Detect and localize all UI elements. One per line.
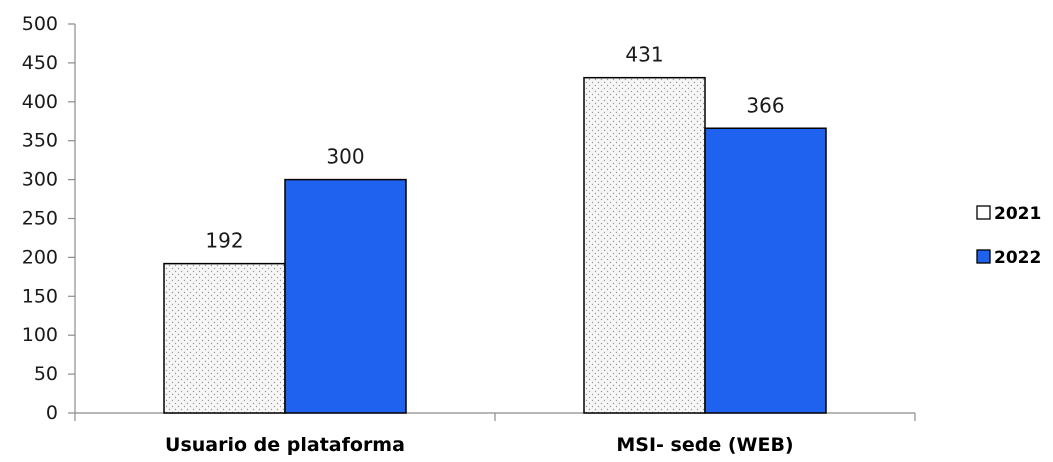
y-tick-label: 450: [22, 52, 58, 74]
x-category-label: Usuario de plataforma: [165, 434, 405, 456]
y-axis: 0 50 100 150 200 250 300 350 400 450 500: [22, 13, 76, 424]
bar-2022-1: [284, 178, 407, 414]
data-label: 366: [746, 93, 784, 117]
legend: 2021 2022: [976, 204, 1041, 268]
legend-label-2022: 2022: [994, 248, 1041, 268]
legend-swatch-2022: [976, 249, 991, 264]
y-tick-label: 150: [22, 285, 58, 307]
x-category-label: MSI- sede (WEB): [616, 434, 793, 456]
y-tick-label: 350: [22, 130, 58, 152]
y-tick-label: 100: [22, 324, 58, 346]
x-axis: Usuario de plataforma MSI- sede (WEB): [74, 412, 916, 456]
y-tick-label: 300: [22, 169, 58, 191]
data-label: 192: [205, 229, 243, 253]
y-tick-label: 200: [22, 246, 58, 268]
data-label: 300: [326, 145, 364, 169]
y-tick-label: 500: [22, 13, 58, 35]
bars: [163, 76, 827, 414]
legend-label-2021: 2021: [994, 204, 1041, 224]
bar-2022-2: [704, 127, 827, 414]
y-tick-label: 0: [46, 402, 58, 424]
y-tick-label: 50: [34, 363, 58, 385]
bar-2021-1: [163, 262, 286, 414]
bar-2021-2: [583, 76, 706, 414]
data-label: 431: [625, 43, 663, 67]
y-tick-label: 250: [22, 208, 58, 230]
data-labels: 192 300 431 366: [205, 43, 784, 253]
y-tick-label: 400: [22, 91, 58, 113]
legend-swatch-2021: [976, 205, 991, 220]
